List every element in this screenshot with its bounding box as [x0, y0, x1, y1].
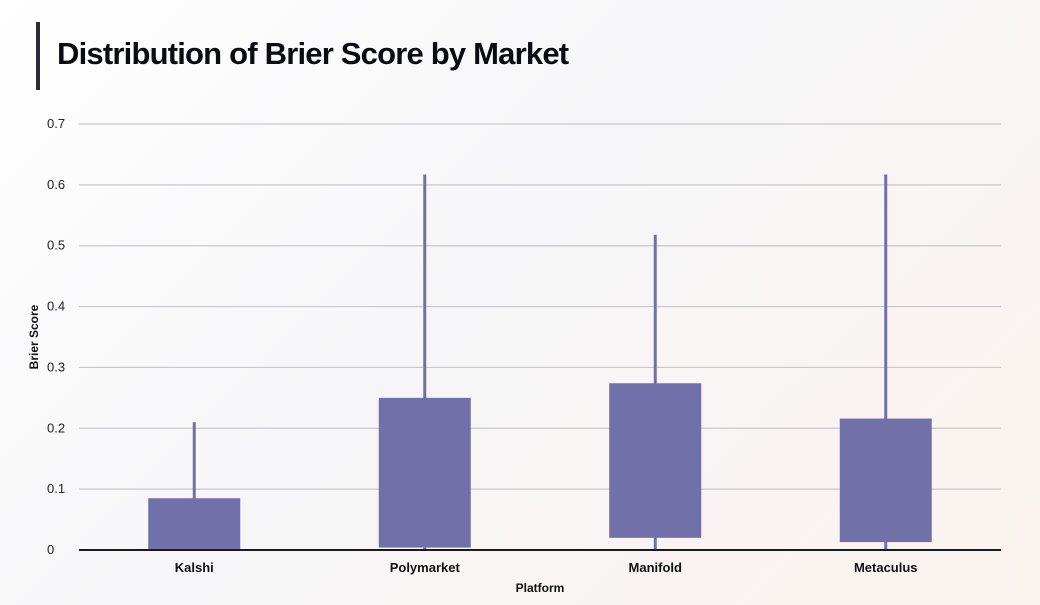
- box: [839, 418, 932, 543]
- y-tick-labels: 0 0.1 0.2 0.3 0.4 0.5 0.6 0.7: [47, 116, 65, 557]
- x-tick-label: Manifold: [629, 560, 682, 575]
- x-tick-label: Polymarket: [390, 560, 461, 575]
- x-axis-label: Platform: [516, 581, 565, 595]
- x-tick-label: Kalshi: [175, 560, 214, 575]
- y-tick-label: 0.1: [47, 481, 65, 496]
- chart-title: Distribution of Brier Score by Market: [57, 36, 569, 71]
- box-plots: [148, 174, 932, 550]
- y-tick-label: 0.3: [47, 359, 65, 374]
- y-axis-label: Brier Score: [27, 304, 41, 369]
- y-tick-label: 0.7: [47, 116, 65, 131]
- y-tick-label: 0.5: [47, 238, 65, 253]
- y-tick-label: 0.2: [47, 420, 65, 435]
- title-accent-bar: [36, 22, 40, 90]
- x-tick-labels: Kalshi Polymarket Manifold Metaculus: [175, 560, 918, 575]
- box: [609, 383, 702, 538]
- x-tick-label: Metaculus: [854, 560, 918, 575]
- box: [148, 498, 241, 550]
- box: [378, 397, 471, 548]
- y-tick-label: 0.6: [47, 177, 65, 192]
- y-tick-label: 0.4: [47, 299, 65, 314]
- y-tick-label: 0: [47, 542, 54, 557]
